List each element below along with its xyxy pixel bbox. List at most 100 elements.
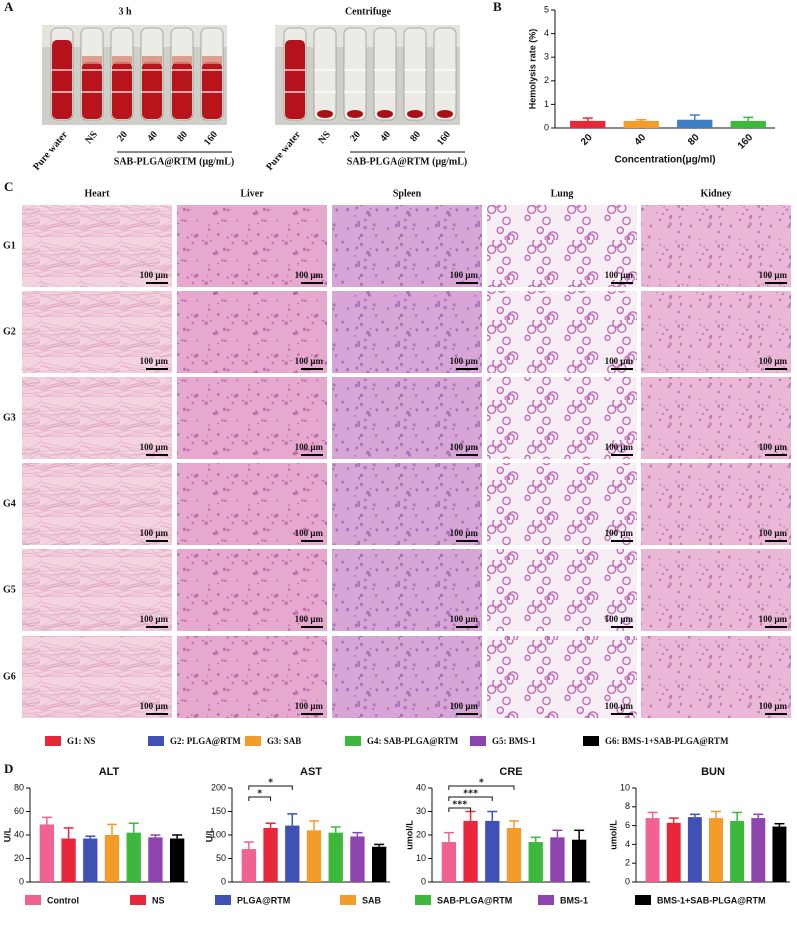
scale-bar-label: 100 μm	[759, 356, 788, 366]
y-tick-label: 60	[14, 806, 24, 816]
blood	[172, 62, 192, 119]
legend-swatch	[340, 895, 356, 905]
bar	[528, 842, 543, 882]
y-tick-label: 50	[216, 853, 226, 863]
tube-label: Pure water	[31, 129, 70, 173]
scale-bar-label: 100 μm	[450, 270, 479, 280]
bar	[104, 835, 120, 882]
bar	[730, 120, 766, 128]
scale-bar-label: 100 μm	[140, 356, 169, 366]
tube-label: 80	[408, 129, 423, 144]
legend-swatch	[345, 736, 361, 746]
bar	[687, 817, 702, 882]
bar	[350, 836, 365, 882]
legend-swatch	[45, 736, 61, 746]
histology-image	[177, 636, 327, 718]
bar	[169, 838, 185, 882]
scale-bar-label: 100 μm	[450, 701, 479, 711]
y-tick-label: 3	[544, 52, 549, 62]
blood-top	[82, 56, 102, 64]
histology-image	[332, 205, 482, 287]
x-tick-label: 80	[686, 132, 702, 148]
histology-image	[22, 205, 172, 287]
histology-image	[487, 549, 637, 631]
bar	[485, 820, 500, 882]
bar	[709, 818, 723, 882]
y-tick-label: 100	[211, 829, 226, 839]
tube-label: NS	[83, 129, 100, 146]
significance-label: *	[479, 777, 484, 788]
y-axis-label: U/L	[2, 827, 12, 842]
significance-label: ***	[463, 788, 478, 799]
x-axis-label: Concentration(μg/ml)	[614, 155, 715, 166]
histology-image	[641, 549, 791, 631]
bar	[666, 822, 681, 882]
scale-bar-label: 100 μm	[295, 614, 324, 624]
y-tick-label: 200	[211, 782, 226, 792]
bar	[39, 824, 55, 882]
scale-bar-label: 100 μm	[759, 528, 788, 538]
histology-image	[332, 377, 482, 459]
group-label: G2	[3, 326, 16, 337]
scale-bar-label: 100 μm	[759, 701, 788, 711]
organ-header: Liver	[240, 188, 264, 199]
legend-label: G5: BMS-1	[492, 736, 536, 746]
histology-image	[177, 463, 327, 545]
organ-header: Lung	[551, 188, 574, 199]
y-tick-label: 0	[544, 122, 549, 132]
chart-title: BUN	[701, 766, 725, 778]
scale-bar-label: 100 μm	[605, 270, 634, 280]
legend-label: BMS-1	[560, 895, 588, 905]
bar	[751, 818, 766, 882]
panel-letter: D	[4, 761, 13, 776]
x-tick-label: 160	[736, 132, 756, 152]
bar	[570, 120, 606, 128]
y-tick-label: 5	[544, 4, 549, 14]
organ-header: Spleen	[393, 188, 422, 199]
group-label: G4	[3, 498, 16, 509]
significance-bracket	[248, 796, 272, 801]
y-tick-label: 8	[625, 801, 630, 811]
group-label: SAB-PLGA@RTM (μg/mL)	[347, 156, 467, 167]
histology-image	[641, 377, 791, 459]
y-tick-label: 30	[416, 806, 426, 816]
histology-image	[487, 205, 637, 287]
scale-bar-label: 100 μm	[759, 614, 788, 624]
tube-label: 20	[115, 129, 130, 144]
histology-image	[641, 463, 791, 545]
y-tick-label: 6	[625, 820, 630, 830]
bar	[306, 830, 322, 882]
y-axis-label: umol/L	[404, 820, 414, 850]
legend-label: Control	[47, 895, 79, 905]
pellet	[407, 110, 423, 118]
blood	[285, 40, 305, 119]
histology-image	[487, 377, 637, 459]
blood	[112, 62, 132, 119]
legend-label: G6: BMS-1+SAB-PLGA@RTM	[605, 736, 729, 746]
pellet	[377, 110, 393, 118]
histology-image	[22, 549, 172, 631]
blood-top	[112, 56, 132, 64]
significance-bracket	[448, 807, 472, 812]
scale-bar-label: 100 μm	[605, 442, 634, 452]
y-tick-label: 2	[625, 858, 630, 868]
histology-image	[487, 463, 637, 545]
bar	[126, 832, 141, 882]
organ-header: Kidney	[700, 188, 731, 199]
tube-label: 20	[348, 129, 363, 144]
y-tick-label: 4	[625, 839, 630, 849]
organ-header: Heart	[85, 188, 111, 199]
group-label: G5	[3, 584, 16, 595]
histology-image	[641, 291, 791, 373]
y-tick-label: 1	[544, 99, 549, 109]
legend-label: SAB-PLGA@RTM	[437, 895, 512, 905]
histology-image	[177, 377, 327, 459]
tube-label: 80	[175, 129, 190, 144]
legend-swatch	[215, 895, 231, 905]
chart-title: AST	[300, 766, 322, 778]
y-tick-label: 4	[544, 28, 549, 38]
scale-bar-label: 100 μm	[759, 442, 788, 452]
legend-label: G4: SAB-PLGA@RTM	[367, 736, 459, 746]
legend-label: G2: PLGA@RTM	[170, 736, 241, 746]
